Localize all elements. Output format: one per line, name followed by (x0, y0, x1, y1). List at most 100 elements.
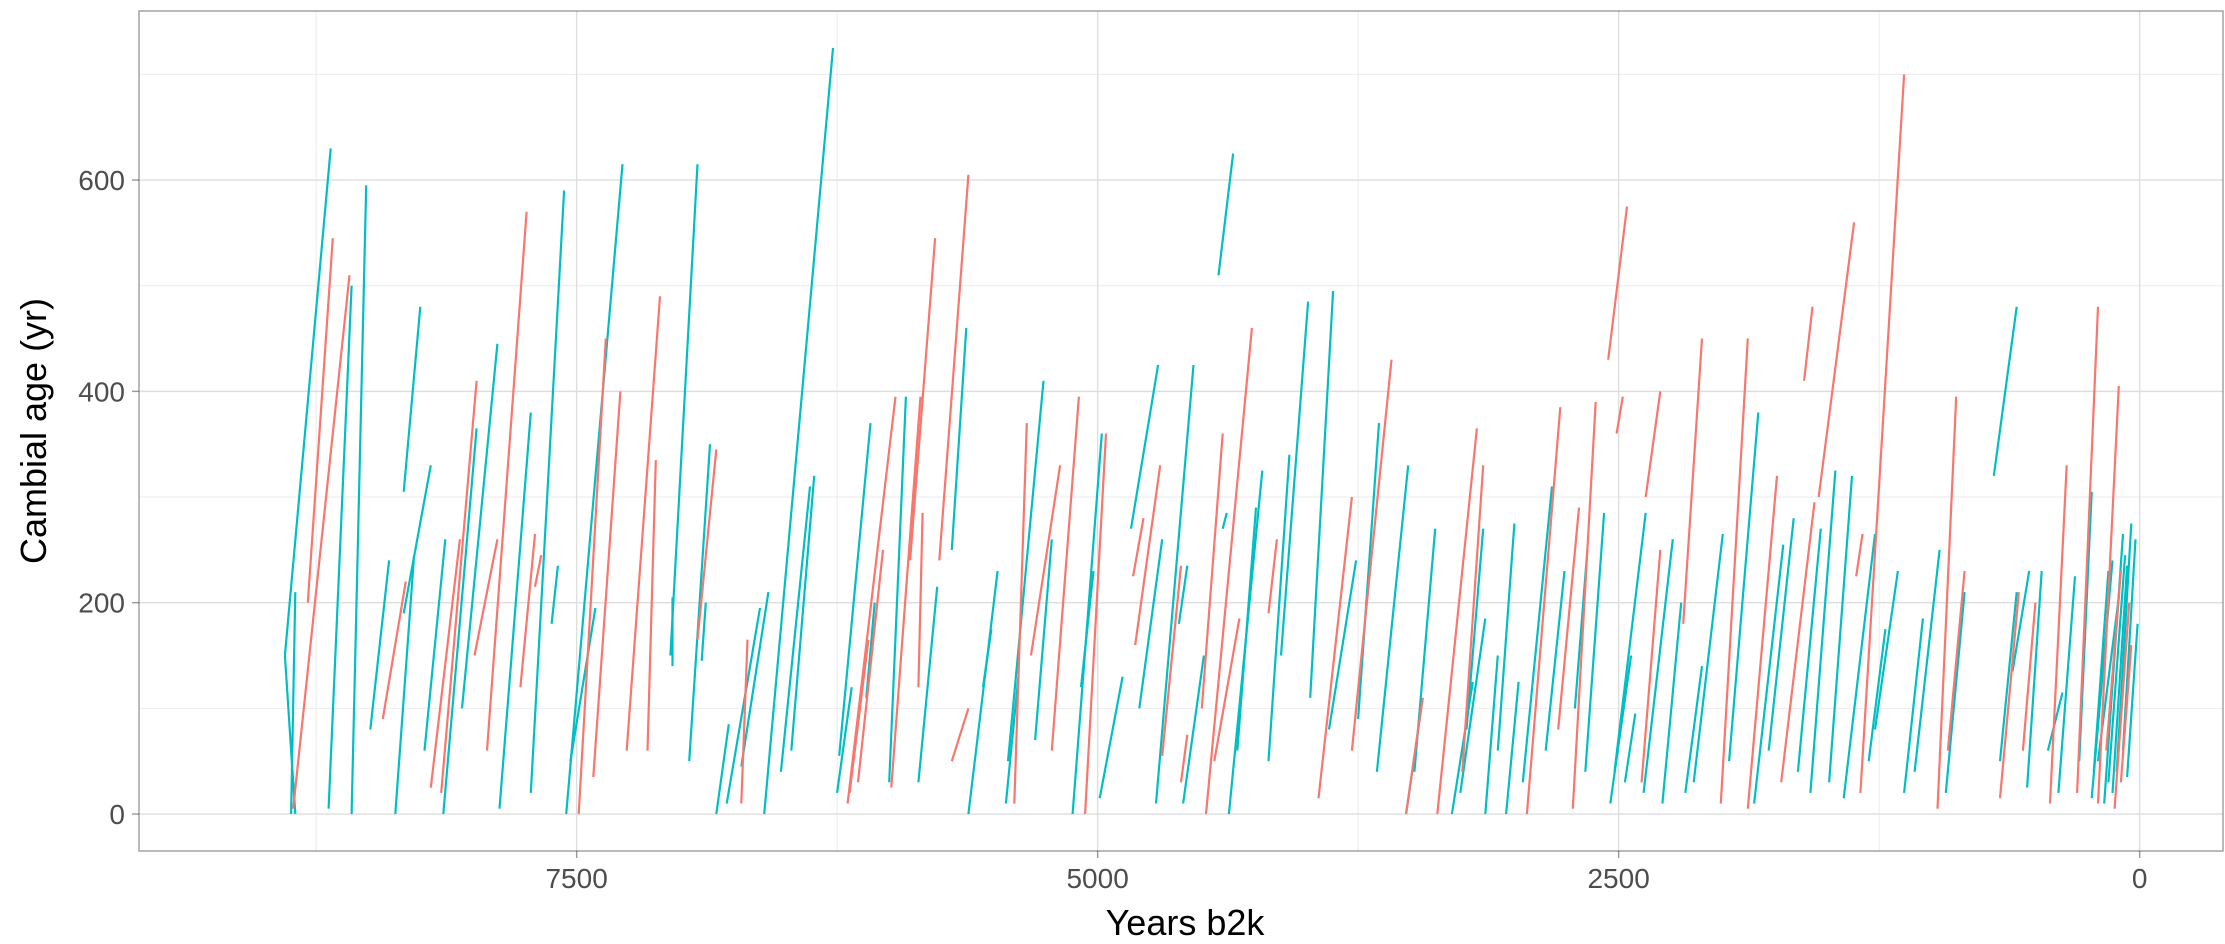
teal-segment (967, 570, 999, 815)
salmon-segment (938, 174, 970, 561)
teal-segment (1728, 412, 1760, 762)
salmon-segment (1571, 401, 1597, 809)
salmon-segment (1936, 396, 1958, 809)
teal-segment (550, 565, 559, 624)
data-segments (283, 47, 2139, 815)
salmon-segment (592, 391, 622, 778)
salmon-segment (1615, 396, 1624, 434)
teal-segment (1098, 676, 1124, 799)
teal-segment (283, 148, 332, 656)
salmon-segment (1200, 433, 1224, 709)
teal-segment (350, 185, 368, 815)
salmon-segment (1013, 423, 1028, 804)
teal-segment (423, 539, 447, 751)
salmon-segment (1607, 206, 1629, 360)
teal-segment (779, 486, 812, 772)
teal-segment (1842, 533, 1877, 799)
teal-segment (1006, 380, 1045, 762)
teal-segment (1129, 364, 1160, 529)
teal-segment (763, 47, 835, 815)
teal-segment (725, 607, 762, 804)
teal-segment (1484, 655, 1499, 815)
salmon-segment (1557, 507, 1581, 730)
teal-segment (1796, 528, 1822, 772)
teal-segment (1465, 528, 1485, 730)
salmon-segment (1682, 338, 1704, 624)
salmon-segment (1267, 539, 1278, 614)
minor-gridlines (139, 11, 2223, 851)
teal-segment (1004, 676, 1020, 804)
salmon-segment (292, 275, 351, 809)
teal-segment (1357, 423, 1381, 719)
teal-segment (1692, 533, 1724, 783)
teal-segment (1309, 290, 1335, 698)
teal-segment (569, 607, 597, 762)
teal-segment (1138, 539, 1164, 709)
salmon-segment (2119, 644, 2133, 783)
y-tick-label: 0 (109, 799, 125, 830)
teal-segment (1496, 523, 1516, 751)
teal-segment (402, 465, 432, 614)
teal-segment (565, 164, 624, 815)
salmon-segment (1179, 734, 1189, 783)
teal-segment (394, 555, 416, 815)
teal-segment (1903, 618, 1924, 794)
teal-segment (1505, 681, 1520, 815)
salmon-segment (1817, 222, 1856, 498)
teal-segment (460, 343, 499, 709)
salmon-segment (2076, 306, 2100, 793)
salmon-segment (909, 238, 937, 561)
salmon-segment (1213, 618, 1241, 762)
teal-segment (688, 444, 712, 762)
teal-segment (1753, 544, 1785, 804)
salmon-segment (577, 338, 607, 815)
teal-segment (1236, 507, 1258, 751)
teal-segment (1154, 364, 1195, 804)
teal-segment (1809, 470, 1837, 793)
salmon-segment (1350, 359, 1393, 751)
salmon-segment (1161, 565, 1183, 757)
x-tick-label: 5000 (1066, 863, 1128, 894)
teal-segment (2126, 623, 2139, 778)
teal-segment (498, 412, 532, 809)
teal-segment (529, 190, 566, 793)
teal-segment (1459, 618, 1487, 794)
teal-segment (1034, 539, 1053, 741)
salmon-segment (519, 533, 537, 688)
salmon-segment (533, 554, 543, 588)
salmon-segment (1084, 433, 1108, 815)
salmon-segment (2113, 602, 2131, 809)
salmon-segment (2021, 602, 2037, 751)
teal-segment (1521, 486, 1554, 783)
salmon-segment (1640, 549, 1662, 783)
salmon-segment (917, 512, 924, 688)
teal-segment (1867, 628, 1887, 762)
teal-segment (1613, 512, 1647, 772)
x-tick-label: 7500 (545, 863, 607, 894)
salmon-segment (740, 639, 749, 804)
salmon-series (292, 74, 2133, 815)
teal-segment (1642, 539, 1674, 794)
teal-segment (1544, 570, 1566, 751)
teal-segment (1584, 512, 1606, 772)
salmon-segment (485, 211, 528, 751)
teal-segment (981, 628, 993, 688)
salmon-segment (381, 581, 407, 720)
salmon-segment (1855, 533, 1864, 577)
teal-segment (2046, 692, 2064, 751)
salmon-segment (1859, 74, 1906, 793)
teal-segment (2107, 555, 2127, 783)
teal-segment (283, 655, 297, 815)
salmon-segment (1525, 407, 1562, 815)
teal-segment (715, 724, 730, 815)
salmon-segment (2096, 386, 2120, 804)
teal-segment (1177, 565, 1189, 624)
salmon-segment (1436, 428, 1478, 815)
teal-segment (1661, 602, 1683, 804)
salmon-segment (306, 238, 334, 603)
salmon-segment (890, 396, 922, 788)
teal-segment (2026, 570, 2043, 788)
teal-segment (1623, 713, 1637, 783)
salmon-segment (1803, 306, 1814, 381)
